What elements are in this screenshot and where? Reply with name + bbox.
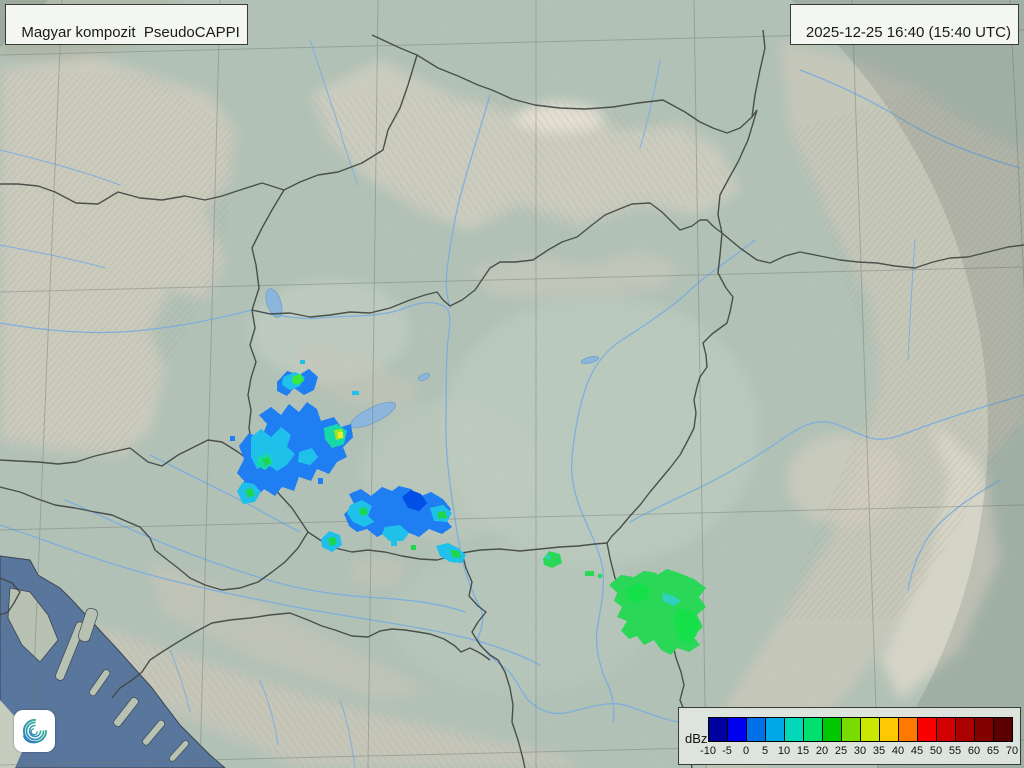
weather-service-spiral-logo [22,718,47,744]
legend-color-cell [974,717,994,742]
legend-tick-label: 70 [1005,745,1019,757]
legend-tick-label: 50 [929,745,943,757]
legend-tick-label: 65 [986,745,1000,757]
dbz-legend: dBz -10 -5 0 5 10 15 20 25 30 35 40 45 50 55 60 65 70 [678,707,1021,765]
legend-color-cell [841,717,861,742]
legend-tick-label: 40 [891,745,905,757]
legend-tick-label: 5 [761,745,769,757]
legend-color-cell [708,717,728,742]
legend-tick-label: 60 [967,745,981,757]
legend-tick-label: 30 [853,745,867,757]
legend-color-cell [784,717,804,742]
radar-echoes [230,360,706,655]
legend-color-cell [917,717,937,742]
product-title-box: Magyar kompozit PseudoCAPPI [5,4,248,45]
legend-color-cell [860,717,880,742]
legend-tick-label: 10 [777,745,791,757]
legend-tick-label: 35 [872,745,886,757]
legend-tick-label: 20 [815,745,829,757]
legend-color-cell [727,717,747,742]
legend-color-cell [765,717,785,742]
legend-color-cell [993,717,1013,742]
legend-tick-label: -5 [722,745,732,757]
legend-color-cell [898,717,918,742]
timestamp-box: 2025-12-25 16:40 (15:40 UTC) [789,4,1019,45]
legend-color-cell [746,717,766,742]
legend-unit-label: dBz [685,731,708,746]
legend-tick-label: 45 [910,745,924,757]
timestamp-label: 2025-12-25 16:40 (15:40 UTC) [805,24,1011,41]
legend-tick-label: -10 [700,745,716,757]
legend-cells [708,717,1013,742]
legend-color-cell [879,717,899,742]
legend-tick-label: 25 [834,745,848,757]
legend-color-cell [955,717,975,742]
legend-tick-label: 15 [796,745,810,757]
legend-tick-label: 55 [948,745,962,757]
legend-tick-label: 0 [742,745,750,757]
product-title: Magyar kompozit PseudoCAPPI [21,24,240,41]
logo-badge [14,710,55,752]
legend-color-cell [822,717,842,742]
legend-color-cell [803,717,823,742]
legend-color-cell [936,717,956,742]
